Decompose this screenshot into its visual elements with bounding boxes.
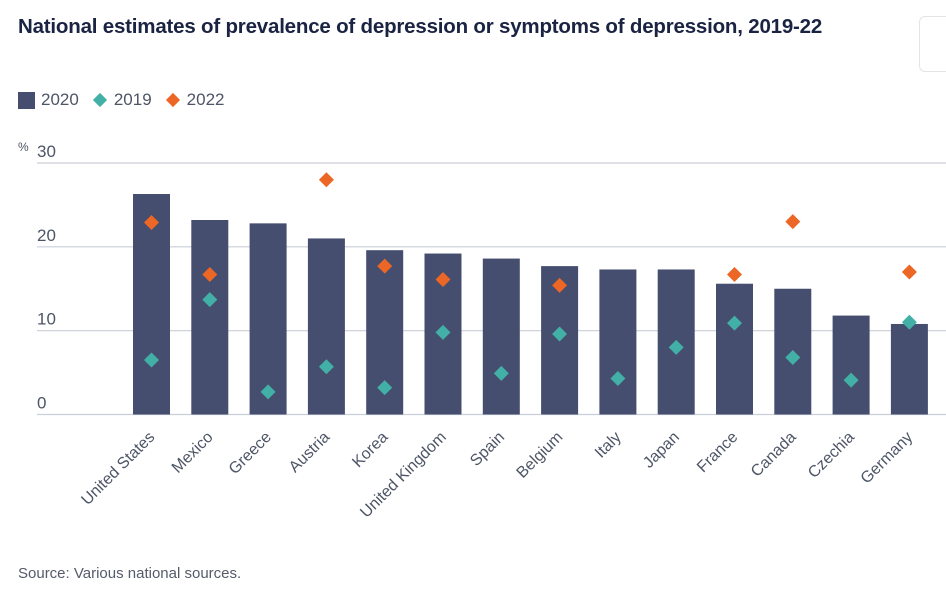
legend: 2020 2019 2022 xyxy=(18,90,236,110)
marker-2019-canada[interactable] xyxy=(785,349,801,365)
y-tick-label: 30 xyxy=(37,142,56,161)
x-tick-label: Canada xyxy=(748,429,800,481)
chart-title: National estimates of prevalence of depr… xyxy=(18,15,823,38)
marker-2022-united-states[interactable] xyxy=(144,215,159,231)
chart-menu-button[interactable] xyxy=(919,16,946,72)
chart-plot: % 0 10 20 30 United States Mexico Greece Austr… xyxy=(18,140,946,521)
marker-2022-belgium[interactable] xyxy=(552,277,568,293)
marker-2019-germany[interactable] xyxy=(901,314,917,330)
x-tick-label: Belgium xyxy=(514,429,567,482)
marker-2019-greece[interactable] xyxy=(260,384,276,400)
bar-2020-czechia[interactable] xyxy=(832,315,870,415)
y-tick-label: 10 xyxy=(37,310,56,329)
legend-label: 2022 xyxy=(186,90,225,109)
x-tick-label: Germany xyxy=(858,429,917,488)
marker-2022-mexico[interactable] xyxy=(202,266,218,282)
marker-2019-united-states[interactable] xyxy=(144,352,159,368)
x-tick-label: Austria xyxy=(286,429,333,476)
bar-2020-austria[interactable] xyxy=(307,238,345,415)
marker-2019-korea[interactable] xyxy=(377,380,393,396)
x-tick-label: Czechia xyxy=(805,429,858,482)
marker-2019-mexico[interactable] xyxy=(202,292,218,308)
bar-2020-spain[interactable] xyxy=(482,258,520,415)
marker-2019-united-kingdom[interactable] xyxy=(435,324,451,340)
marker-2022-canada[interactable] xyxy=(785,214,801,230)
legend-item-2022[interactable]: 2022 xyxy=(164,90,225,110)
bar-2020-united-states[interactable] xyxy=(133,194,170,415)
bar-2020-greece[interactable] xyxy=(249,223,287,415)
x-tick-label: Italy xyxy=(592,429,625,462)
bar-2020-france[interactable] xyxy=(716,283,753,415)
x-tick-label: Mexico xyxy=(169,429,217,477)
marker-2022-france[interactable] xyxy=(727,266,742,282)
marker-2019-france[interactable] xyxy=(727,315,742,331)
bar-2020-mexico[interactable] xyxy=(191,220,229,415)
marker-2022-united-kingdom[interactable] xyxy=(435,272,451,288)
marker-2022-korea[interactable] xyxy=(377,258,393,274)
legend-item-2019[interactable]: 2019 xyxy=(91,90,152,110)
x-tick-label: Korea xyxy=(349,429,391,471)
y-tick-label: 0 xyxy=(37,394,46,413)
marker-2022-germany[interactable] xyxy=(901,264,917,280)
x-tick-label: Spain xyxy=(467,429,508,470)
legend-label: 2020 xyxy=(41,90,79,109)
x-tick-label: Greece xyxy=(226,429,275,478)
marker-2019-czechia[interactable] xyxy=(843,372,859,388)
y-axis-unit: % xyxy=(18,140,29,154)
marker-2019-spain[interactable] xyxy=(493,365,509,381)
source-note: Source: Various national sources. xyxy=(18,565,242,582)
marker-2019-italy[interactable] xyxy=(610,370,626,386)
x-tick-label: United States xyxy=(78,429,158,509)
legend-swatch-bar-icon xyxy=(18,91,35,109)
marker-2019-japan[interactable] xyxy=(668,339,684,355)
marker-2019-belgium[interactable] xyxy=(552,326,568,342)
y-tick-label: 20 xyxy=(37,226,56,245)
bar-2020-germany[interactable] xyxy=(890,323,928,415)
marker-2019-austria[interactable] xyxy=(318,359,334,375)
marker-2022-austria[interactable] xyxy=(318,172,334,188)
x-tick-label: Japan xyxy=(640,429,683,472)
legend-item-2020[interactable]: 2020 xyxy=(18,90,79,110)
legend-label: 2019 xyxy=(113,90,152,109)
x-tick-label: France xyxy=(694,429,741,476)
bar-2020-italy[interactable] xyxy=(599,269,637,415)
